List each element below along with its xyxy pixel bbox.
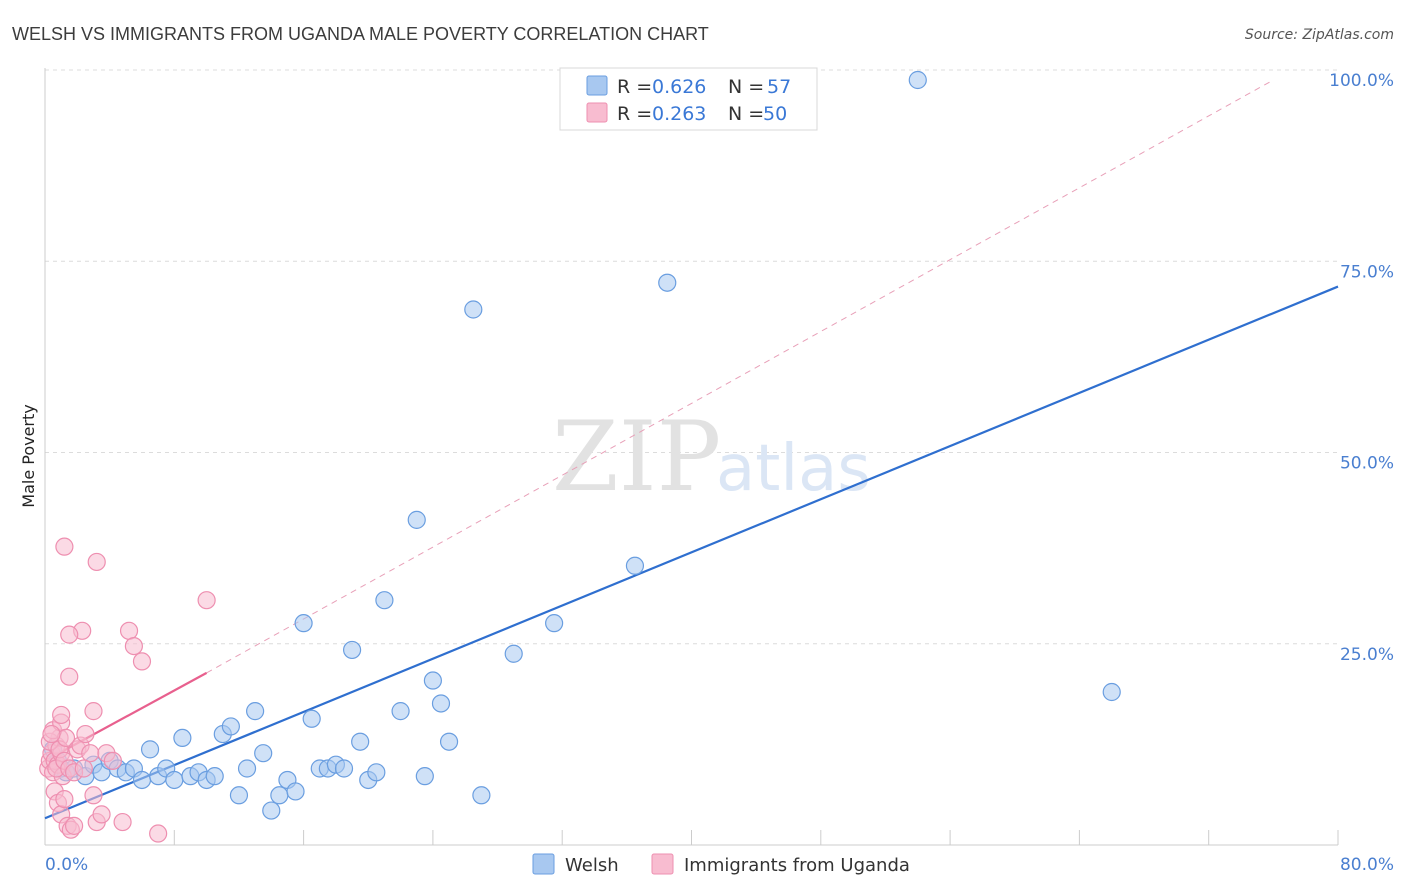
welsh-trend-line [44, 285, 1339, 820]
welsh-point-17 [173, 728, 192, 748]
welsh-point-31 [286, 782, 305, 801]
welsh-point-26 [246, 702, 265, 721]
uganda-point-41 [60, 625, 79, 644]
uganda-point-34 [113, 812, 132, 832]
welsh-point-24 [229, 786, 249, 805]
legend-n-value-uganda: 50 [763, 103, 787, 125]
uganda-point-44 [197, 591, 216, 610]
watermark-zip: ZIP [552, 401, 721, 513]
y-tick-label-2: 75.0% [1340, 262, 1394, 282]
welsh-point-41 [367, 763, 386, 782]
welsh-point-28 [262, 801, 281, 820]
chart-source: Source: ZipAtlas.com [1245, 27, 1394, 43]
welsh-point-44 [407, 510, 426, 529]
y-tick-label-0: 25.0% [1340, 645, 1394, 665]
watermark: ZIP atlas [552, 401, 871, 513]
uganda-point-35 [119, 621, 139, 640]
welsh-point-32 [294, 614, 313, 633]
welsh-point-52 [545, 614, 564, 633]
gridlines [45, 69, 1338, 645]
welsh-point-39 [351, 732, 370, 751]
welsh-point-23 [221, 717, 240, 736]
uganda-point-43 [87, 552, 106, 572]
welsh-point-46 [423, 671, 442, 690]
uganda-point-28 [81, 744, 100, 763]
welsh-point-33 [302, 709, 321, 728]
welsh-point-43 [391, 702, 410, 721]
legend-n-value-welsh: 57 [767, 76, 791, 98]
welsh-point-54 [658, 273, 677, 292]
uganda-point-42 [55, 537, 74, 556]
uganda-point-36 [124, 636, 143, 656]
uganda-point-27 [76, 724, 95, 744]
uganda-point-24 [64, 816, 84, 835]
uganda-point-39 [84, 702, 103, 721]
uganda-trend-extension [206, 79, 1274, 674]
welsh-point-50 [472, 786, 491, 805]
legend-swatch-welsh [586, 75, 608, 96]
uganda-point-29 [84, 786, 103, 805]
welsh-point-29 [270, 786, 289, 805]
welsh-point-45 [415, 767, 434, 786]
chart-title: WELSH VS IMMIGRANTS FROM UGANDA MALE POV… [12, 24, 709, 44]
x-axis-ticks [173, 830, 1339, 845]
welsh-point-48 [439, 732, 459, 751]
welsh-point-37 [334, 759, 354, 778]
legend-swatch-uganda [586, 102, 608, 123]
legend-r-value-uganda: 0.263 [652, 103, 706, 125]
legend-r-value-welsh: 0.626 [652, 76, 706, 98]
watermark-atlas: atlas [716, 432, 871, 506]
x-tick-label-min: 0.0% [45, 855, 88, 875]
stats-legend: R = 0.626 N = 57 R = 0.263 N = 50 [559, 67, 818, 131]
x-tick-label-max: 80.0% [1340, 855, 1394, 875]
uganda-point-45 [60, 667, 79, 686]
welsh-point-13 [140, 740, 160, 759]
welsh-point-25 [237, 759, 257, 778]
bottom-legend-swatch-welsh [532, 853, 555, 875]
uganda-point-21 [55, 789, 74, 809]
y-tick-label-1: 50.0% [1340, 454, 1394, 474]
uganda-point-46 [52, 705, 71, 725]
uganda-point-49 [74, 759, 93, 778]
legend-n-label-welsh: N = [728, 76, 764, 98]
uganda-points [39, 537, 216, 843]
welsh-point-27 [254, 744, 273, 763]
welsh-point-12 [132, 770, 152, 790]
welsh-point-49 [464, 300, 483, 319]
welsh-point-16 [165, 770, 184, 790]
data-points [39, 70, 1121, 843]
welsh-point-53 [625, 556, 645, 575]
bottom-legend-swatch-uganda [651, 853, 674, 875]
welsh-point-21 [205, 767, 224, 786]
y-axis-label: Male Poverty [19, 404, 38, 507]
legend-n-label-uganda: N = [728, 103, 764, 125]
uganda-point-33 [103, 751, 122, 770]
y-tick-label-3: 100.0% [1329, 71, 1394, 91]
uganda-point-47 [42, 724, 61, 744]
uganda-point-31 [92, 805, 111, 824]
bottom-legend: Welsh Immigrants from Uganda [532, 853, 910, 876]
legend-r-label-welsh: R = [617, 76, 652, 98]
welsh-point-51 [504, 644, 523, 663]
welsh-point-38 [342, 640, 362, 660]
bottom-legend-label-uganda: Immigrants from Uganda [684, 855, 910, 876]
uganda-point-37 [132, 652, 152, 671]
legend-r-label-uganda: R = [617, 103, 652, 125]
bottom-legend-label-welsh: Welsh [565, 855, 619, 876]
welsh-point-55 [908, 70, 927, 90]
welsh-point-42 [375, 591, 394, 610]
welsh-point-56 [1102, 682, 1121, 702]
y-axis-tick-labels: 25.0% 50.0% 75.0% 100.0% [1329, 71, 1394, 665]
uganda-point-38 [149, 824, 168, 843]
welsh-point-47 [431, 694, 451, 713]
